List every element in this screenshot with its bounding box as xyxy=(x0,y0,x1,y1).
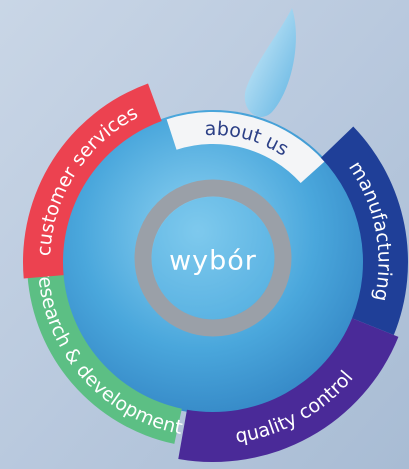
menu-wheel: about usmanufacturingquality controlrese… xyxy=(0,0,409,469)
page: {"center": {"label": "wybór"}, "segments… xyxy=(0,0,409,469)
brand-label: wybór xyxy=(169,246,257,277)
